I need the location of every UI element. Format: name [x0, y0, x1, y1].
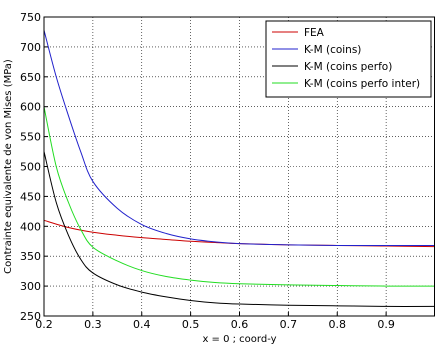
y-tick-label: 400 [20, 220, 41, 233]
legend-entry-label: K-M (coins perfo inter) [304, 78, 420, 90]
legend-entry-label: K-M (coins) [304, 44, 361, 56]
legend-entry-label: K-M (coins perfo) [304, 61, 392, 73]
x-tick-label: 0.2 [35, 318, 53, 331]
y-axis-label: Contrainte equivalente de von Mises (MPa… [3, 59, 14, 274]
y-tick-label: 750 [20, 11, 41, 24]
x-tick-label: 0.8 [329, 318, 347, 331]
y-tick-label: 550 [20, 131, 41, 144]
y-tick-label: 500 [20, 161, 41, 174]
x-tick-label: 0.7 [280, 318, 298, 331]
x-tick-label: 0.3 [84, 318, 102, 331]
axis-ticks: 0.2 0.3 0.4 0.5 0.6 0.7 0.8 0.9 250 300 350 400 450 5… [20, 11, 395, 331]
y-tick-label: 250 [20, 310, 41, 323]
legend-entry-label: FEA [304, 27, 325, 39]
series-line-2 [43, 30, 435, 246]
y-tick-label: 650 [20, 71, 41, 84]
x-tick-label: 0.5 [182, 318, 200, 331]
grid-lines [44, 17, 435, 316]
y-tick-label: 350 [20, 250, 41, 263]
y-tick-label: 600 [20, 101, 41, 114]
y-tick-label: 450 [20, 190, 41, 203]
y-tick-label: 300 [20, 280, 41, 293]
x-tick-label: 0.6 [231, 318, 249, 331]
series-layer [43, 30, 435, 307]
series-line-4 [43, 106, 435, 287]
legend-box [265, 20, 432, 98]
series-line-3 [43, 151, 435, 307]
x-tick-label: 0.4 [133, 318, 151, 331]
y-tick-label: 700 [20, 41, 41, 54]
x-tick-label: 0.9 [377, 318, 395, 331]
x-axis-label: x = 0 ; coord-y [202, 334, 276, 345]
legend: FEA K-M (coins) K-M (coins perfo) K-M (coin… [265, 20, 432, 98]
